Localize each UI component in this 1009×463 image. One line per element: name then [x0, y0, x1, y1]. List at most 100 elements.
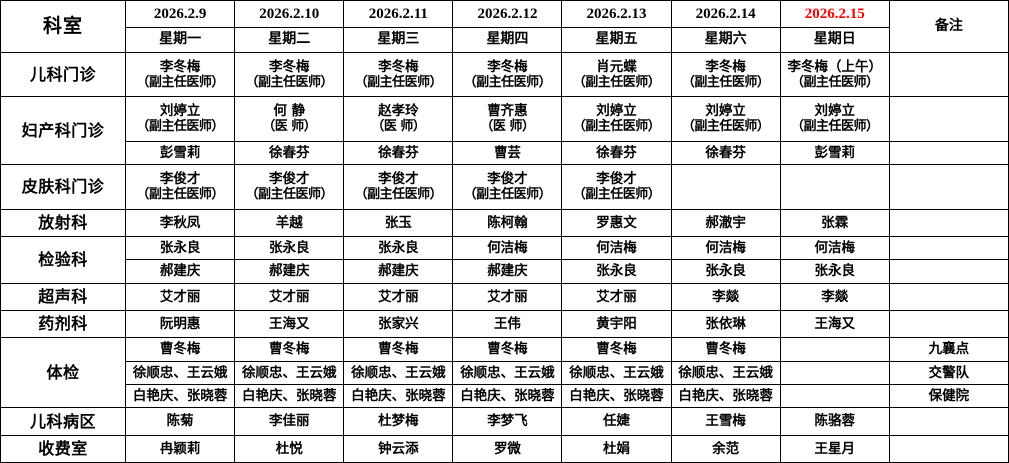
staff-name: 李俊才 — [159, 170, 201, 187]
staff-name: 李冬梅 — [159, 58, 201, 75]
staff-cell: 黄宇阳 — [561, 309, 672, 339]
table-row: 检验科 张永良 张永良 张永良 何洁梅 何洁梅 何洁梅 何洁梅 — [0, 236, 1009, 284]
staff-name: 徐顺忠、王云娥 — [569, 364, 664, 381]
staff-cell: 徐顺忠、王云娥 — [561, 360, 672, 385]
staff-cell: 李冬梅 （副主任医师） — [452, 51, 563, 98]
staff-title: （副主任医师） — [354, 187, 443, 203]
header-date-1: 2026.2.10 — [234, 0, 345, 28]
note-cell — [888, 208, 1009, 238]
staff-title: （副主任医师） — [572, 119, 661, 135]
staff-name: 张永良 — [705, 263, 746, 280]
staff-name: 王星月 — [814, 440, 855, 457]
staff-cell: 彭雪莉 — [125, 140, 236, 166]
header-date-0: 2026.2.9 — [125, 0, 236, 28]
header-weekday-3: 星期四 — [452, 27, 563, 53]
staff-name: 何 静 — [273, 103, 306, 120]
table-row: 收费室 冉颖莉 杜悦 钟云添 罗微 杜娟 余范 王星月 — [0, 434, 1009, 463]
staff-cell: 王星月 — [779, 434, 890, 463]
note-cell — [888, 236, 1009, 261]
staff-cell: 王雪梅 — [670, 407, 781, 436]
staff-name: 彭雪莉 — [814, 144, 855, 161]
staff-title: （副主任医师） — [463, 75, 552, 91]
staff-name: 阮明惠 — [159, 315, 201, 332]
department-name-cell: 药剂科 — [0, 309, 127, 339]
staff-cell: 何洁梅 — [779, 236, 890, 261]
staff-name: 冉颖莉 — [159, 440, 201, 457]
staff-cell: 艾才丽 — [343, 282, 454, 311]
staff-cell: 何洁梅 — [561, 236, 672, 261]
staff-title: （副主任医师） — [136, 75, 224, 91]
staff-name: 曹冬梅 — [159, 341, 201, 358]
staff-name: 余范 — [712, 440, 740, 457]
header-weekday-1: 星期二 — [234, 27, 345, 53]
table-row: 放射科 李秋凤 羊越 张玉 陈柯翰 罗惠文 郝澈宇 张霖 — [0, 208, 1009, 238]
staff-name: 李燚 — [712, 288, 740, 305]
staff-cell: 罗微 — [452, 434, 563, 463]
staff-cell: 郝建庆 — [125, 259, 236, 284]
staff-name: 曹冬梅 — [705, 341, 746, 358]
staff-name: 陈骆蓉 — [814, 413, 855, 430]
table-row: 彭雪莉 徐春芬 徐春芬 曹芸 徐春芬 徐春芬 彭雪莉 — [1, 140, 1009, 166]
staff-cell: 李俊才 （副主任医师） — [452, 164, 563, 210]
staff-cell: 徐春芬 — [234, 140, 345, 166]
staff-cell: 郝建庆 — [343, 259, 454, 284]
staff-cell: 李俊才 （副主任医师） — [561, 164, 672, 210]
note-cell — [888, 51, 1009, 98]
staff-cell: 李冬梅 （副主任医师） — [125, 51, 236, 98]
staff-name: 张永良 — [378, 239, 419, 256]
staff-name: 郝建庆 — [159, 263, 201, 280]
staff-cell: 曹冬梅 — [343, 337, 454, 362]
staff-cell: 何洁梅 — [670, 236, 781, 261]
staff-cell: 王海又 — [234, 309, 345, 339]
staff-name: 白艳庆、张晓蓉 — [132, 387, 228, 404]
staff-name: 张霖 — [821, 214, 849, 231]
table-row: 超声科 艾才丽 艾才丽 艾才丽 艾才丽 艾才丽 李燚 李燚 — [0, 282, 1009, 311]
staff-name: 杜梦梅 — [378, 413, 419, 430]
staff-cell: 杜娟 — [561, 434, 672, 463]
staff-name: 李俊才 — [269, 170, 310, 187]
staff-cell: 郝建庆 — [234, 259, 345, 284]
header-row-weekdays: 星期一 星期二 星期三 星期四 星期五 星期六 星期日 — [1, 27, 1009, 53]
staff-cell: 李燚 — [779, 282, 890, 311]
note-cell: 保健院 — [888, 383, 1009, 409]
staff-title: （医 师） — [371, 119, 426, 135]
staff-cell: 张依琳 — [670, 309, 781, 339]
staff-name: 徐顺忠、王云娥 — [460, 364, 555, 381]
staff-name: 张家兴 — [378, 315, 419, 332]
staff-name: 徐春芬 — [705, 144, 746, 161]
department-name-cell: 妇产科门诊 — [0, 96, 127, 166]
staff-name: 钟云添 — [378, 440, 419, 457]
staff-name: 杜悦 — [275, 440, 303, 457]
staff-cell: 曹冬梅 — [452, 337, 563, 362]
staff-cell: 李俊才 （副主任医师） — [343, 164, 454, 210]
staff-cell: 李俊才 （副主任医师） — [234, 164, 345, 210]
note-cell — [888, 434, 1009, 463]
staff-name: 彭雪莉 — [159, 144, 201, 161]
table-row: 徐顺忠、王云娥 徐顺忠、王云娥 徐顺忠、王云娥 徐顺忠、王云娥 徐顺忠、王云娥 徐顺忠、王… — [1, 360, 1009, 385]
staff-cell: 刘婷立 （副主任医师） — [670, 96, 781, 142]
staff-cell: 曹冬梅 — [670, 337, 781, 362]
staff-name: 白艳庆、张晓蓉 — [242, 387, 337, 404]
staff-name: 郝澈宇 — [705, 214, 746, 231]
note-cell: 交警队 — [888, 360, 1009, 385]
staff-cell: 彭雪莉 — [779, 140, 890, 166]
staff-name: 张依琳 — [705, 315, 746, 332]
staff-name: 艾才丽 — [487, 288, 528, 305]
staff-name: 曹芸 — [493, 144, 521, 161]
header-weekday-5: 星期六 — [670, 27, 781, 53]
staff-name: 李冬梅 — [487, 58, 528, 75]
staff-cell — [670, 164, 781, 210]
header-weekday-0: 星期一 — [125, 27, 236, 53]
staff-cell: 张永良 — [234, 236, 345, 261]
staff-name: 张永良 — [269, 239, 310, 256]
staff-name: 艾才丽 — [378, 288, 419, 305]
staff-cell: 徐顺忠、王云娥 — [343, 360, 454, 385]
department-name-cell: 收费室 — [0, 434, 127, 463]
staff-cell: 白艳庆、张晓蓉 — [561, 383, 672, 409]
staff-cell: 白艳庆、张晓蓉 — [343, 383, 454, 409]
staff-title: （副主任医师） — [463, 187, 552, 203]
note-cell — [888, 164, 1009, 210]
staff-name: 艾才丽 — [596, 288, 637, 305]
staff-cell: 张家兴 — [343, 309, 454, 339]
staff-cell: 刘婷立 （副主任医师） — [125, 96, 236, 142]
